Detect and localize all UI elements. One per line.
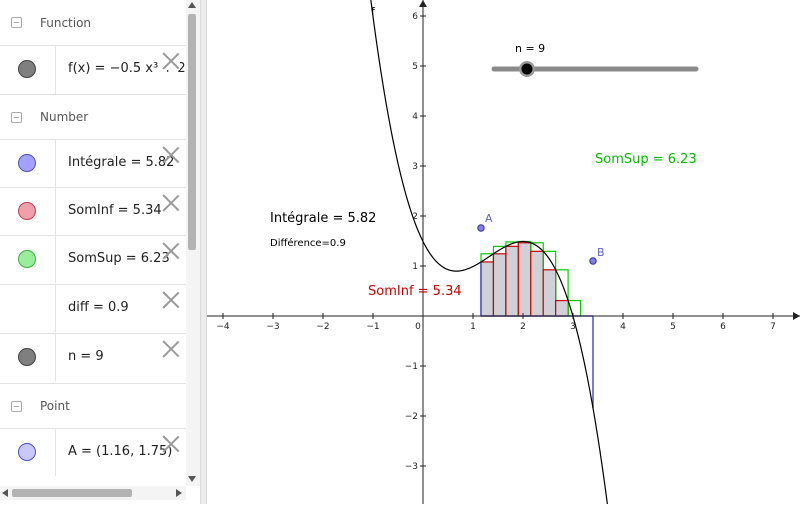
delete-icon[interactable]: [162, 52, 180, 70]
algebra-item-somsup[interactable]: SomSup = 6.23: [0, 235, 186, 283]
scrollbar-thumb[interactable]: [188, 14, 196, 250]
graphics-canvas[interactable]: −4 −3 −2 −1 0 1 2 3 4 5 6 7 1 2 3 4 5 6 −1 −2 −3 f A B n = 9…: [207, 0, 800, 508]
scroll-down-icon[interactable]: [188, 476, 196, 482]
x-tick-label: 4: [620, 322, 626, 332]
algebra-item-text[interactable]: f(x) = −0.5 x³ + 2 x: [68, 61, 186, 76]
axis-ticks: −4 −3 −2 −1 0 1 2 3 4 5 6 7 1 2 3 4 5 6 −1 −2 −3: [216, 12, 776, 472]
algebra-item-f[interactable]: f(x) = −0.5 x³ + 2 x: [0, 45, 186, 94]
lower-bar: [530, 250, 544, 317]
x-tick-label: −1: [366, 322, 379, 332]
algebra-item-sominf[interactable]: SomInf = 5.34: [0, 187, 186, 235]
x-tick-label: −2: [316, 322, 329, 332]
curve-label: f: [371, 5, 376, 18]
algebra-item-text[interactable]: diff = 0.9: [68, 300, 129, 315]
lower-bar: [542, 269, 557, 317]
y-axis-arrow-icon: [419, 0, 427, 7]
x-tick-label: 5: [670, 322, 676, 332]
scroll-right-icon[interactable]: [176, 489, 182, 497]
delete-icon[interactable]: [162, 435, 180, 453]
lower-bar: [505, 245, 519, 317]
visibility-toggle-icon[interactable]: [18, 443, 36, 461]
x-tick-label: 6: [720, 322, 726, 332]
point-b[interactable]: [589, 257, 597, 265]
scroll-up-icon[interactable]: [188, 2, 196, 8]
visibility-toggle-icon[interactable]: [18, 348, 36, 366]
difference-text: Différence=0.9: [270, 237, 346, 249]
y-tick-label: −1: [405, 362, 418, 372]
y-tick-label: 2: [412, 212, 418, 222]
algebra-item-text[interactable]: n = 9: [68, 349, 104, 364]
collapse-icon[interactable]: [11, 400, 22, 412]
somsup-text: SomSup = 6.23: [595, 152, 697, 167]
category-label: Function: [40, 15, 92, 30]
lower-bar: [555, 299, 569, 317]
collapse-icon[interactable]: [11, 111, 22, 123]
algebra-item-text[interactable]: A = (1.16, 1.75): [68, 444, 173, 459]
riemann-bars: [480, 240, 594, 409]
x-axis-arrow-icon: [793, 312, 800, 320]
delete-icon[interactable]: [162, 340, 180, 358]
view-divider[interactable]: [200, 0, 207, 504]
vertical-scrollbar[interactable]: [186, 0, 200, 486]
sominf-text: SomInf = 5.34: [368, 284, 462, 299]
point-a[interactable]: [477, 224, 485, 232]
x-tick-label: 3: [570, 322, 576, 332]
x-tick-label: 7: [770, 322, 776, 332]
delete-icon[interactable]: [162, 242, 180, 260]
horizontal-scrollbar[interactable]: [0, 486, 186, 500]
x-tick-label: 1: [470, 322, 476, 332]
category-function[interactable]: Function: [0, 0, 186, 45]
x-tick-label: 2: [520, 322, 526, 332]
category-label: Point: [40, 399, 70, 413]
y-tick-label: −2: [405, 412, 418, 422]
y-tick-label: 5: [412, 62, 418, 72]
x-tick-label: 0: [415, 322, 421, 332]
algebra-item-integrale[interactable]: Intégrale = 5.82: [0, 139, 186, 187]
lower-bar: [480, 261, 495, 317]
algebra-view: Function f(x) = −0.5 x³ + 2 x Number Int…: [0, 0, 186, 486]
integrale-text: Intégrale = 5.82: [270, 211, 376, 226]
x-tick-label: −3: [266, 322, 279, 332]
category-point[interactable]: Point: [0, 383, 186, 428]
algebra-item-a[interactable]: A = (1.16, 1.75): [0, 428, 186, 476]
y-tick-label: 6: [412, 12, 418, 22]
visibility-toggle-icon[interactable]: [18, 60, 36, 78]
visibility-toggle-icon[interactable]: [18, 202, 36, 220]
graphics-view[interactable]: −4 −3 −2 −1 0 1 2 3 4 5 6 7 1 2 3 4 5 6 −1 −2 −3 f A B n = 9…: [207, 0, 800, 508]
scrollbar-thumb[interactable]: [12, 489, 132, 497]
category-number[interactable]: Number: [0, 94, 186, 139]
category-label: Number: [40, 110, 89, 124]
y-tick-label: −3: [405, 462, 418, 472]
y-tick-label: 3: [412, 162, 418, 172]
lower-bar: [517, 242, 532, 317]
delete-icon[interactable]: [162, 146, 180, 164]
visibility-toggle-icon[interactable]: [18, 154, 36, 172]
x-tick-label: −4: [216, 322, 230, 332]
visibility-toggle-icon[interactable]: [18, 250, 36, 268]
scroll-left-icon[interactable]: [2, 489, 8, 497]
point-a-label: A: [485, 212, 493, 225]
y-tick-label: 4: [412, 112, 418, 122]
algebra-item-text[interactable]: SomSup = 6.23: [68, 251, 170, 266]
algebra-item-n[interactable]: n = 9: [0, 333, 186, 381]
point-b-label: B: [597, 246, 605, 259]
algebra-item-text[interactable]: SomInf = 5.34: [68, 203, 162, 218]
slider-label: n = 9: [515, 42, 545, 55]
y-tick-label: 1: [412, 262, 418, 272]
delete-icon[interactable]: [162, 291, 180, 309]
slider-handle-center: [521, 63, 533, 75]
algebra-item-text[interactable]: Intégrale = 5.82: [68, 155, 175, 170]
slider-n[interactable]: [491, 61, 699, 77]
curve-path[interactable]: [369, 0, 609, 508]
algebra-item-diff[interactable]: diff = 0.9: [0, 284, 186, 332]
collapse-icon[interactable]: [11, 17, 22, 28]
delete-icon[interactable]: [162, 194, 180, 212]
curve-f[interactable]: [369, 0, 609, 508]
lower-bar: [492, 253, 507, 317]
